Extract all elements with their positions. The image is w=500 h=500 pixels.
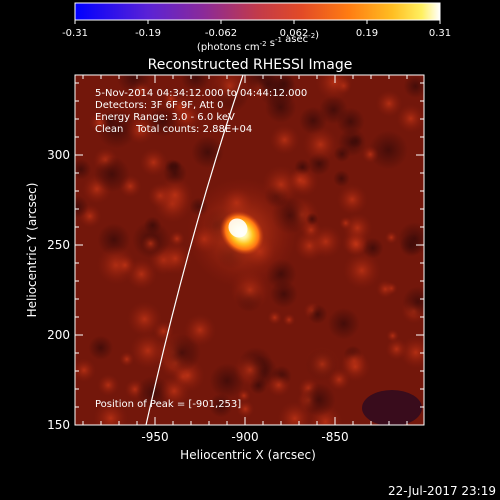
colorbar-units-label: (photons cm-2 s-1 asec-2) — [197, 30, 319, 53]
plot-timestamp: 22-Jul-2017 23:19 — [388, 484, 496, 498]
time-range-label: 5-Nov-2014 04:34:12.000 to 04:44:12.000 — [95, 88, 307, 99]
x-tick-label: -950 — [141, 430, 168, 444]
y-tick-label: 300 — [47, 148, 70, 162]
x-tick-label: -900 — [231, 430, 258, 444]
colorbar-tick-label: 0.19 — [356, 28, 378, 39]
solar-limb-line — [145, 75, 244, 425]
peak-position-label: Position of Peak = [-901,253] — [95, 399, 241, 410]
x-tick-label: -850 — [321, 430, 348, 444]
colorbar-tick-label: -0.31 — [62, 28, 88, 39]
colorbar-tick-label: -0.19 — [135, 28, 161, 39]
clean-counts-label: Clean Total counts: 2.88E+04 — [95, 124, 252, 135]
plot-title: Reconstructed RHESSI Image — [148, 57, 353, 73]
colorbar-ticks: -0.31 -0.19 -0.062 0.062 0.19 0.31 — [62, 20, 451, 39]
energy-range-label: Energy Range: 3.0 - 6.0 keV — [95, 112, 235, 123]
colorbar-tick-label: -0.062 — [205, 28, 237, 39]
colorbar-tick-label: 0.31 — [429, 28, 451, 39]
x-axis-label: Heliocentric X (arcsec) — [180, 448, 316, 462]
y-tick-label: 200 — [47, 328, 70, 342]
y-tick-label: 150 — [47, 418, 70, 432]
y-axis-label: Heliocentric Y (arcsec) — [25, 183, 39, 318]
colorbar-tick-label: 0.062 — [280, 28, 309, 39]
colorbar — [74, 2, 441, 21]
rhessi-image — [75, 75, 424, 425]
axis-ticks: -950 -900 -850 150 200 250 300 — [47, 75, 424, 444]
plot-frame — [74, 74, 425, 426]
detectors-label: Detectors: 3F 6F 9F, Att 0 — [95, 100, 223, 111]
y-tick-label: 250 — [47, 238, 70, 252]
